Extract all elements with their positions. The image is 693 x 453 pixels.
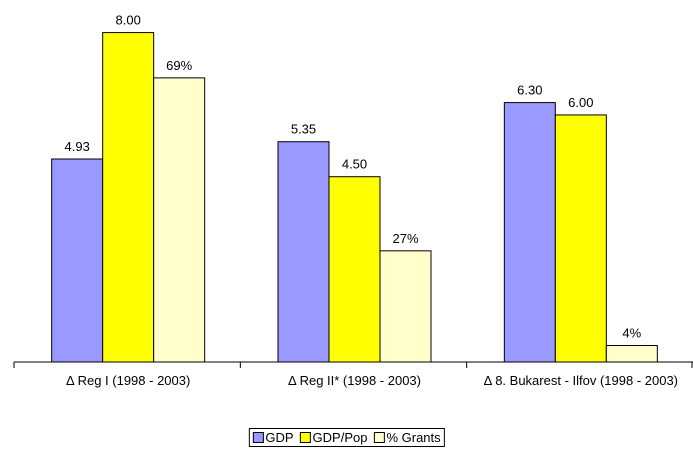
bar (503, 102, 556, 363)
bar (379, 250, 432, 363)
data-label: 4.93 (65, 139, 90, 154)
legend-label: % Grants (386, 430, 441, 445)
data-label: 6.00 (568, 95, 593, 110)
bar (328, 176, 381, 363)
legend-label: GDP/Pop (312, 430, 368, 445)
legend: GDP GDP/Pop % Grants (248, 428, 445, 447)
legend-swatch (252, 432, 264, 443)
data-label: 6.30 (517, 83, 542, 98)
bar (554, 114, 607, 363)
data-label: 4.50 (342, 157, 367, 172)
bar (605, 345, 658, 363)
legend-swatch (373, 432, 385, 443)
legend-label: GDP (265, 430, 294, 445)
bar (102, 32, 155, 363)
legend-swatch (299, 432, 311, 443)
x-tick-label: Δ 8. Bukarest - Ilfov (1998 - 2003) (483, 373, 679, 388)
bar (153, 77, 206, 363)
legend-item: GDP (252, 430, 294, 445)
x-tick-label: Δ Reg II* (1998 - 2003) (288, 373, 421, 388)
x-tick-label: Δ Reg I (1998 - 2003) (66, 373, 191, 388)
bar (277, 141, 330, 363)
bar (51, 158, 104, 363)
data-label: 5.35 (291, 122, 316, 137)
data-label: 4% (622, 326, 641, 341)
legend-item: GDP/Pop (299, 430, 368, 445)
legend-item: % Grants (373, 430, 441, 445)
data-label: 27% (392, 231, 418, 246)
data-label: 69% (166, 58, 192, 73)
data-label: 8.00 (116, 13, 141, 28)
